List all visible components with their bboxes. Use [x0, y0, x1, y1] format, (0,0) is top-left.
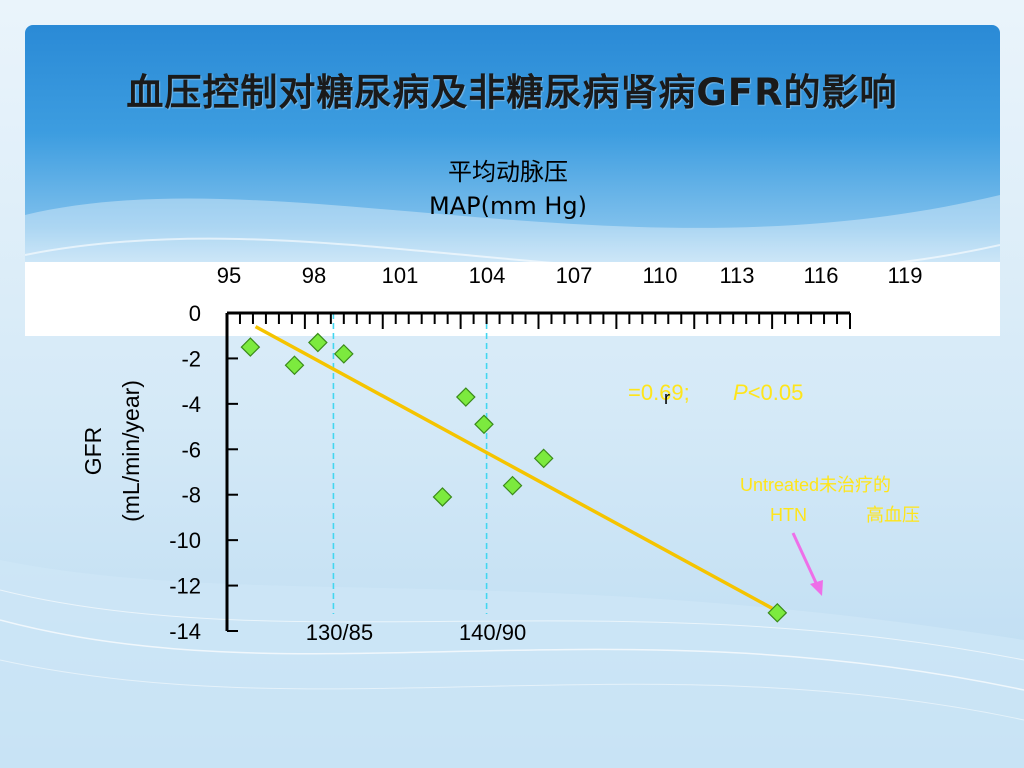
svg-text:=0.69;: =0.69; [628, 380, 690, 405]
data-point [502, 475, 523, 496]
x-tick-label: 104 [469, 263, 506, 288]
y-tick-label: -4 [181, 392, 201, 417]
y-tick-label: -8 [181, 483, 201, 508]
x-axis-title-en: MAP(mm Hg) [429, 192, 587, 220]
x-tick-label: 113 [719, 263, 754, 288]
annotations: =0.69; r P<0.05 Untreated未治疗的 HTN 高血压 [628, 380, 920, 596]
reference-line-label-1: 130/85 [306, 620, 373, 645]
y-tick-label: -14 [169, 619, 201, 644]
svg-text:P<0.05: P<0.05 [733, 380, 803, 405]
x-tick-label: 110 [642, 263, 677, 288]
regression-line-group [254, 325, 773, 610]
untreated-en-line1: Untreated [740, 475, 819, 495]
untreated-en-line2: HTN [770, 505, 807, 525]
data-point [284, 355, 305, 376]
x-tick-label: 107 [556, 263, 593, 288]
y-axis: 0 -2 -4 -6 -8 -10 -12 -14 [169, 301, 238, 644]
x-tick-label: 95 [217, 263, 241, 288]
untreated-cn-line2: 高血压 [866, 505, 920, 525]
untreated-cn-line1: 未治疗的 [819, 475, 891, 495]
stat-prefix: =0.69; [628, 380, 690, 405]
reference-line-label-2: 140/90 [459, 620, 526, 645]
svg-text:Untreated未治疗的: Untreated未治疗的 [740, 475, 891, 495]
data-point [455, 387, 476, 407]
data-point [533, 448, 554, 469]
y-tick-label: -2 [181, 346, 201, 371]
x-axis: 95 98 101 104 107 110 113 116 119 [217, 263, 923, 329]
data-point [474, 414, 494, 435]
y-tick-label: -10 [169, 528, 201, 553]
data-point [333, 344, 354, 364]
p-label: P [733, 380, 748, 405]
y-axis-title-line1: GFR [80, 427, 106, 476]
data-point [767, 602, 788, 623]
stat-r-glyph: r [664, 388, 670, 408]
regression-line [254, 325, 773, 610]
x-tick-label: 116 [803, 263, 838, 288]
x-tick-label: 119 [887, 263, 922, 288]
x-tick-label: 101 [382, 263, 419, 288]
y-tick-label: -6 [181, 437, 201, 462]
slide-title: 血压控制对糖尿病及非糖尿病肾病GFR的影响 [126, 71, 898, 114]
y-axis-title: GFR (mL/min/year) [80, 380, 144, 522]
y-axis-title-line2: (mL/min/year) [118, 380, 144, 522]
data-point [432, 487, 453, 507]
reference-lines: 130/85 140/90 [306, 313, 526, 645]
untreated-arrow [791, 532, 823, 596]
x-tick-label: 98 [302, 263, 326, 288]
y-tick-label: 0 [189, 301, 201, 326]
data-point [240, 337, 261, 357]
data-point [308, 332, 328, 353]
data-points [240, 332, 788, 623]
x-axis-title-cn: 平均动脉压 [448, 158, 568, 186]
p-value: <0.05 [748, 380, 804, 405]
y-tick-label: -12 [169, 574, 201, 599]
